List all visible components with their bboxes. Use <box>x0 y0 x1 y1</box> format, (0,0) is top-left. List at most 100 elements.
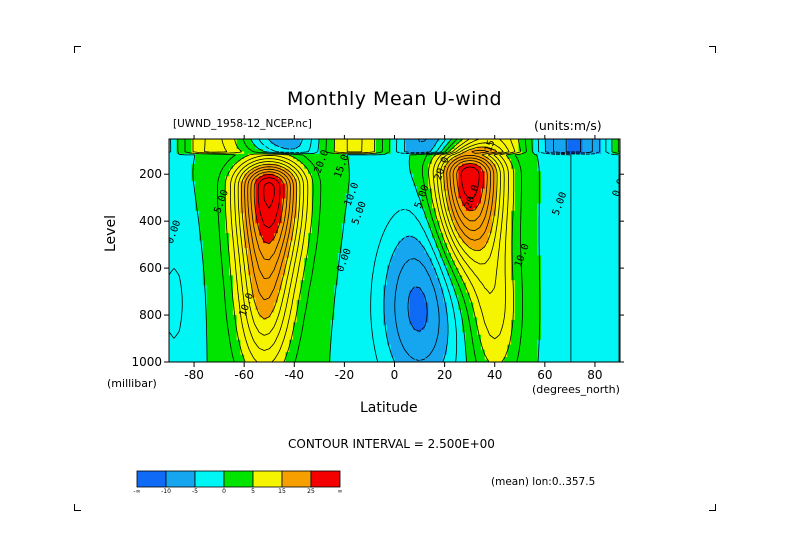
contour-cell <box>326 357 332 361</box>
contour-cell <box>323 243 328 247</box>
contour-cell <box>289 245 294 249</box>
contour-cell <box>364 295 369 299</box>
contour-cell <box>191 205 196 209</box>
contour-cell <box>345 166 350 170</box>
contour-cell <box>217 156 223 160</box>
contour-cell <box>270 322 275 326</box>
contour-cell <box>356 230 362 234</box>
contour-cell <box>371 228 377 232</box>
contour-cell <box>323 176 328 180</box>
contour-cell <box>330 156 335 160</box>
contour-cell <box>308 243 313 247</box>
contour-cell <box>375 220 381 224</box>
contour-cell <box>187 148 193 152</box>
contour-cell <box>199 168 204 172</box>
contour-cell <box>202 359 208 362</box>
contour-cell <box>191 186 196 190</box>
contour-cell <box>180 168 185 172</box>
contour-cell <box>330 225 335 229</box>
contour-cell <box>270 277 275 281</box>
contour-cell <box>255 188 260 192</box>
contour-cell <box>293 193 298 197</box>
contour-cell <box>274 297 279 301</box>
contour-cell <box>334 176 339 180</box>
contour-cell <box>244 322 249 326</box>
contour-cell <box>338 334 343 338</box>
contour-cell <box>285 252 290 257</box>
contour-cell <box>187 245 193 249</box>
contour-cell <box>304 195 309 200</box>
contour-cell <box>195 193 200 197</box>
contour-cell <box>199 158 204 162</box>
contour-cell <box>341 156 347 160</box>
contour-cell <box>259 191 264 195</box>
contour-cell <box>240 280 245 284</box>
contour-cell <box>210 265 215 269</box>
contour-cell <box>251 290 257 294</box>
contour-cell <box>338 139 343 143</box>
contour-cell <box>214 352 219 356</box>
contour-cell <box>353 302 358 306</box>
contour-cell <box>368 319 373 323</box>
contour-cell <box>195 248 200 252</box>
contour-cell <box>304 158 309 162</box>
contour-cell <box>247 198 253 202</box>
contour-cell <box>247 297 253 301</box>
contour-cell <box>319 359 324 362</box>
contour-cell <box>184 322 189 326</box>
contour-cell <box>353 319 358 323</box>
contour-cell <box>274 255 279 259</box>
contour-cell <box>334 188 339 192</box>
contour-cell <box>334 354 339 358</box>
contour-cell <box>266 277 272 281</box>
contour-cell <box>176 359 181 362</box>
contour-cell <box>172 151 178 155</box>
contour-cell <box>187 233 193 237</box>
contour-cell <box>330 277 335 281</box>
contour-cell <box>371 357 377 361</box>
contour-cell <box>296 168 302 172</box>
contour-cell <box>334 295 339 299</box>
contour-cell <box>334 151 339 155</box>
contour-cell <box>202 186 208 190</box>
contour-cell <box>304 210 309 214</box>
contour-cell <box>330 327 335 331</box>
contour-cell <box>334 200 339 205</box>
contour-cell <box>229 198 234 202</box>
contour-cell <box>289 324 294 328</box>
contour-cell <box>368 322 373 326</box>
contour-cell <box>191 339 196 343</box>
contour-cell <box>221 191 226 195</box>
contour-cell <box>360 337 366 341</box>
contour-cell <box>225 255 230 259</box>
contour-cell <box>184 168 189 172</box>
contour-cell <box>334 205 339 209</box>
contour-cell <box>326 280 332 284</box>
contour-cell <box>368 178 373 182</box>
contour-cell <box>334 210 339 214</box>
contour-cell <box>217 186 223 190</box>
contour-cell <box>285 317 290 321</box>
contour-cell <box>300 218 305 222</box>
contour-cell <box>270 305 275 309</box>
contour-cell <box>176 158 181 162</box>
contour-cell <box>345 218 350 222</box>
contour-cell <box>221 359 226 362</box>
contour-cell <box>349 337 354 341</box>
contour-cell <box>330 352 335 356</box>
contour-cell <box>360 215 366 219</box>
contour-cell <box>319 290 324 294</box>
contour-cell <box>247 176 253 180</box>
contour-cell <box>210 191 215 195</box>
contour-cell <box>330 228 335 232</box>
contour-cell <box>281 163 287 167</box>
contour-cell <box>270 213 275 217</box>
contour-cell <box>368 314 373 318</box>
contour-cell <box>176 181 181 185</box>
contour-cell <box>281 153 287 157</box>
contour-cell <box>330 255 335 259</box>
contour-cell <box>345 357 350 361</box>
contour-cell <box>293 339 298 343</box>
contour-cell <box>349 195 354 200</box>
contour-cell <box>300 295 305 299</box>
